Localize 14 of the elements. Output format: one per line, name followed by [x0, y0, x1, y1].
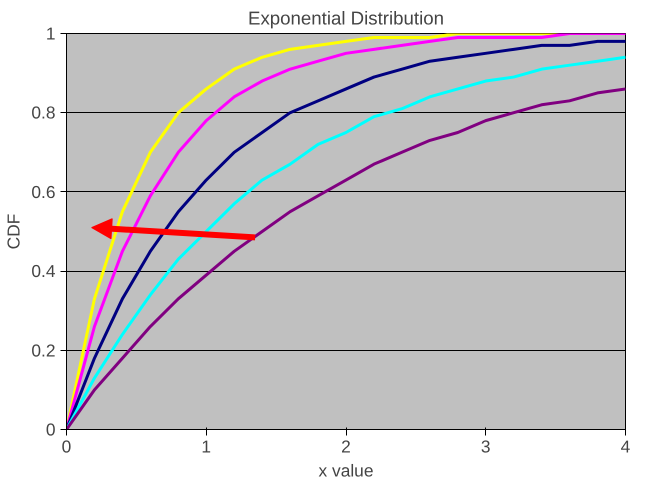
y-tick-label: 0.8 — [31, 102, 56, 123]
x-tick-label: 2 — [341, 436, 351, 456]
x-tick-label: 4 — [620, 436, 631, 456]
chart-title: Exponential Distribution — [248, 8, 444, 28]
y-tick-label: 1 — [46, 24, 56, 44]
x-tick-label: 3 — [480, 436, 491, 456]
y-tick-label: 0.6 — [31, 182, 56, 202]
y-tick-label: 0.4 — [31, 261, 56, 282]
y-tick-label: 0.2 — [31, 340, 56, 360]
x-axis-title: x value — [318, 460, 374, 480]
y-tick-label: 0 — [46, 420, 56, 440]
x-tick-label: 1 — [201, 436, 212, 456]
y-axis-title: CDF — [3, 214, 24, 250]
x-tick-label: 0 — [62, 436, 72, 456]
